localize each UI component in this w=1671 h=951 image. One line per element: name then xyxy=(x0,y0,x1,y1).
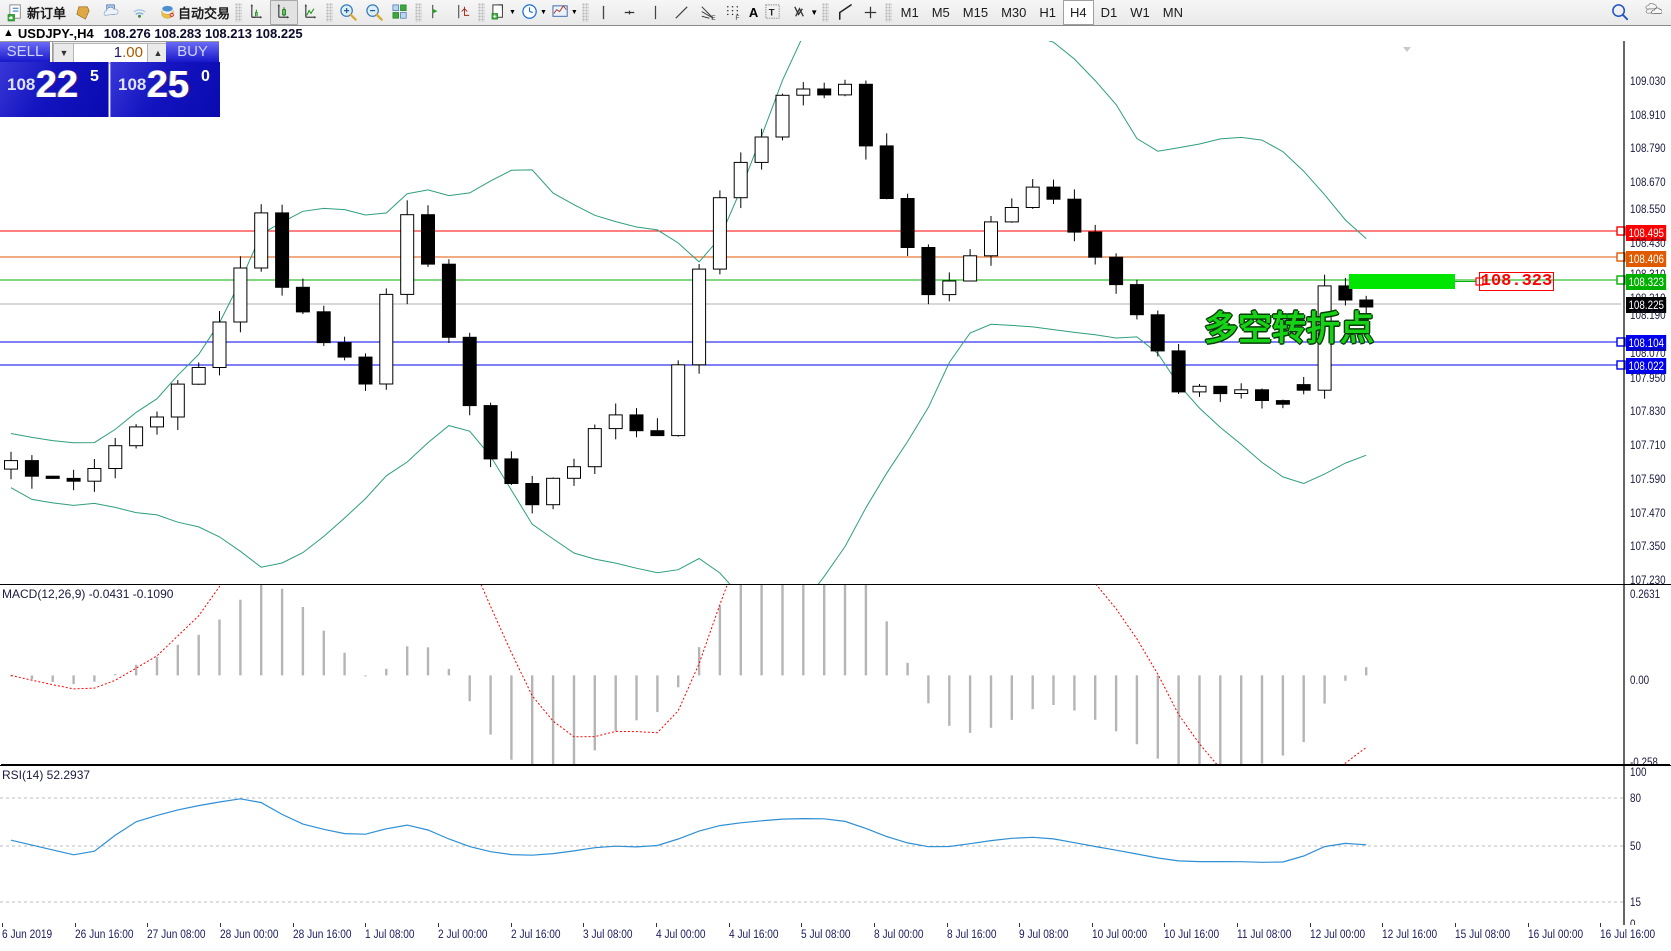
svg-text:F: F xyxy=(736,15,740,22)
svg-text:T: T xyxy=(768,7,774,18)
svg-text:E: E xyxy=(712,15,717,22)
